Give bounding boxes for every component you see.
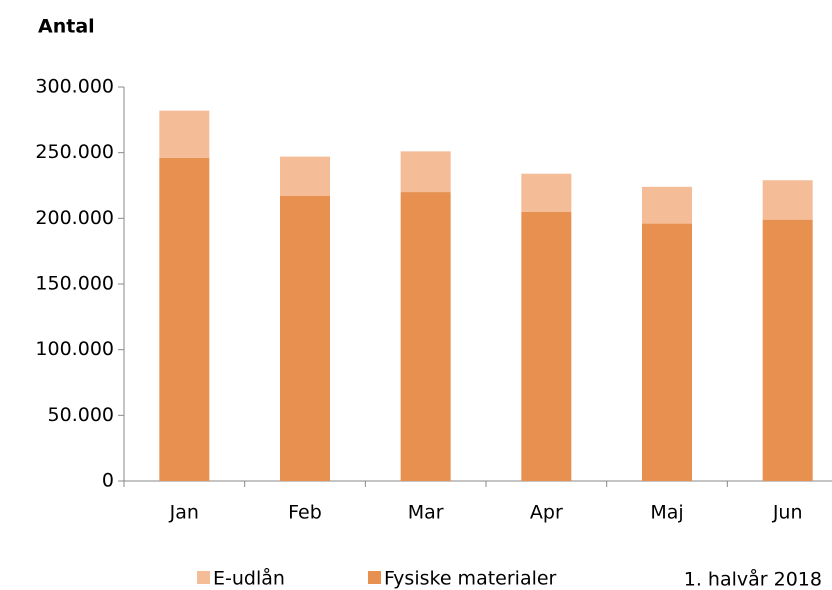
bar-segment xyxy=(762,219,813,481)
y-tick-label: 100.000 xyxy=(35,338,114,360)
x-tick-label: Feb xyxy=(288,502,322,524)
y-tick-label: 250.000 xyxy=(35,141,114,163)
y-tick-label: 50.000 xyxy=(48,404,114,426)
bar-segment xyxy=(159,157,210,482)
bar-segment xyxy=(280,156,330,197)
annotation: 1. halvår 2018 xyxy=(684,568,822,590)
y-tick-label: 300.000 xyxy=(35,76,114,98)
y-tick-label: 150.000 xyxy=(35,273,114,295)
x-tick-label: Jan xyxy=(169,502,199,524)
bar-segment xyxy=(642,186,692,224)
bar-segment xyxy=(762,180,813,220)
bar-segment xyxy=(280,196,330,482)
bar-segment xyxy=(642,223,692,481)
bar-segment xyxy=(400,192,451,482)
y-tick-label: 200.000 xyxy=(35,207,114,229)
y-axis-title: Antal xyxy=(38,16,95,38)
y-tick-label: 0 xyxy=(102,470,114,492)
x-tick-label: Jun xyxy=(772,502,803,524)
bar-segment xyxy=(521,173,572,212)
legend-swatch xyxy=(197,571,210,584)
bar-segment xyxy=(159,110,210,158)
legend-label: Fysiske materialer xyxy=(384,568,557,590)
x-tick-label: Mar xyxy=(408,502,444,524)
legend-label: E-udlån xyxy=(213,567,285,590)
bar-segment xyxy=(400,151,451,193)
x-tick-label: Maj xyxy=(650,502,683,524)
bar-segment xyxy=(521,211,572,481)
x-tick-label: Apr xyxy=(530,502,563,524)
legend-swatch xyxy=(368,571,381,584)
